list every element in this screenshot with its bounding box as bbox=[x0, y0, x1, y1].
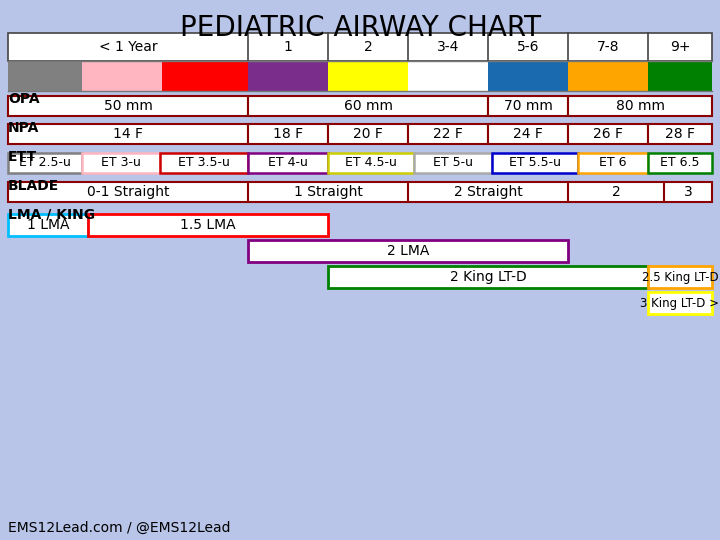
Text: 20 F: 20 F bbox=[353, 127, 383, 141]
Text: 0-1 Straight: 0-1 Straight bbox=[86, 185, 169, 199]
FancyBboxPatch shape bbox=[648, 292, 712, 314]
Text: 7-8: 7-8 bbox=[597, 40, 619, 54]
FancyBboxPatch shape bbox=[8, 153, 82, 173]
Text: 28 F: 28 F bbox=[665, 127, 695, 141]
Text: 1 Straight: 1 Straight bbox=[294, 185, 362, 199]
FancyBboxPatch shape bbox=[248, 96, 488, 116]
FancyBboxPatch shape bbox=[162, 61, 248, 91]
Text: 3 King LT-D >: 3 King LT-D > bbox=[641, 296, 719, 309]
FancyBboxPatch shape bbox=[8, 124, 248, 144]
Text: 2 LMA: 2 LMA bbox=[387, 244, 429, 258]
FancyBboxPatch shape bbox=[248, 61, 328, 91]
Text: 2 King LT-D: 2 King LT-D bbox=[449, 270, 526, 284]
Text: 80 mm: 80 mm bbox=[616, 99, 665, 113]
Text: ET 5.5-u: ET 5.5-u bbox=[509, 157, 561, 170]
FancyBboxPatch shape bbox=[248, 153, 328, 173]
Text: ET 5-u: ET 5-u bbox=[433, 157, 473, 170]
FancyBboxPatch shape bbox=[8, 214, 88, 236]
FancyBboxPatch shape bbox=[648, 61, 712, 91]
Text: 24 F: 24 F bbox=[513, 127, 543, 141]
Text: ETT: ETT bbox=[8, 150, 37, 164]
Text: ET 4.5-u: ET 4.5-u bbox=[345, 157, 397, 170]
FancyBboxPatch shape bbox=[408, 61, 488, 91]
Text: 18 F: 18 F bbox=[273, 127, 303, 141]
FancyBboxPatch shape bbox=[492, 153, 578, 173]
FancyBboxPatch shape bbox=[578, 153, 648, 173]
Text: LMA / KING: LMA / KING bbox=[8, 208, 95, 222]
FancyBboxPatch shape bbox=[8, 96, 248, 116]
FancyBboxPatch shape bbox=[328, 266, 648, 288]
FancyBboxPatch shape bbox=[160, 153, 248, 173]
FancyBboxPatch shape bbox=[88, 214, 328, 236]
Text: 2 Straight: 2 Straight bbox=[454, 185, 523, 199]
Text: 60 mm: 60 mm bbox=[343, 99, 392, 113]
Text: 2: 2 bbox=[611, 185, 621, 199]
Text: 9+: 9+ bbox=[670, 40, 690, 54]
FancyBboxPatch shape bbox=[8, 182, 712, 202]
FancyBboxPatch shape bbox=[648, 124, 712, 144]
Text: EMS12Lead.com / @EMS12Lead: EMS12Lead.com / @EMS12Lead bbox=[8, 521, 230, 535]
Text: 1 LMA: 1 LMA bbox=[27, 218, 69, 232]
Text: 22 F: 22 F bbox=[433, 127, 463, 141]
FancyBboxPatch shape bbox=[248, 124, 328, 144]
FancyBboxPatch shape bbox=[82, 153, 160, 173]
FancyBboxPatch shape bbox=[414, 153, 492, 173]
Text: 1.5 LMA: 1.5 LMA bbox=[180, 218, 236, 232]
FancyBboxPatch shape bbox=[408, 124, 488, 144]
Text: 14 F: 14 F bbox=[113, 127, 143, 141]
Text: OPA: OPA bbox=[8, 92, 40, 106]
Text: ET 3-u: ET 3-u bbox=[101, 157, 141, 170]
Text: 70 mm: 70 mm bbox=[503, 99, 552, 113]
Text: 3-4: 3-4 bbox=[437, 40, 459, 54]
FancyBboxPatch shape bbox=[568, 61, 648, 91]
Text: 26 F: 26 F bbox=[593, 127, 623, 141]
FancyBboxPatch shape bbox=[648, 266, 712, 288]
Text: ET 6.5: ET 6.5 bbox=[660, 157, 700, 170]
Text: 5-6: 5-6 bbox=[517, 40, 539, 54]
Text: PEDIATRIC AIRWAY CHART: PEDIATRIC AIRWAY CHART bbox=[179, 14, 541, 42]
Text: 2: 2 bbox=[364, 40, 372, 54]
Text: 1: 1 bbox=[284, 40, 292, 54]
FancyBboxPatch shape bbox=[568, 96, 712, 116]
Text: ET 2.5-u: ET 2.5-u bbox=[19, 157, 71, 170]
Text: BLADE: BLADE bbox=[8, 179, 59, 193]
FancyBboxPatch shape bbox=[248, 240, 568, 262]
Text: ET 6: ET 6 bbox=[599, 157, 626, 170]
Text: < 1 Year: < 1 Year bbox=[99, 40, 157, 54]
Text: 2.5 King LT-D: 2.5 King LT-D bbox=[642, 271, 719, 284]
FancyBboxPatch shape bbox=[568, 124, 648, 144]
Text: 50 mm: 50 mm bbox=[104, 99, 153, 113]
FancyBboxPatch shape bbox=[8, 33, 712, 61]
FancyBboxPatch shape bbox=[328, 61, 408, 91]
FancyBboxPatch shape bbox=[328, 124, 408, 144]
FancyBboxPatch shape bbox=[488, 124, 568, 144]
Text: ET 3.5-u: ET 3.5-u bbox=[178, 157, 230, 170]
Text: NPA: NPA bbox=[8, 121, 40, 135]
FancyBboxPatch shape bbox=[8, 61, 82, 91]
Text: 3: 3 bbox=[683, 185, 693, 199]
Text: ET 4-u: ET 4-u bbox=[268, 157, 308, 170]
FancyBboxPatch shape bbox=[488, 96, 568, 116]
FancyBboxPatch shape bbox=[82, 61, 162, 91]
FancyBboxPatch shape bbox=[648, 153, 712, 173]
FancyBboxPatch shape bbox=[328, 153, 414, 173]
FancyBboxPatch shape bbox=[488, 61, 568, 91]
